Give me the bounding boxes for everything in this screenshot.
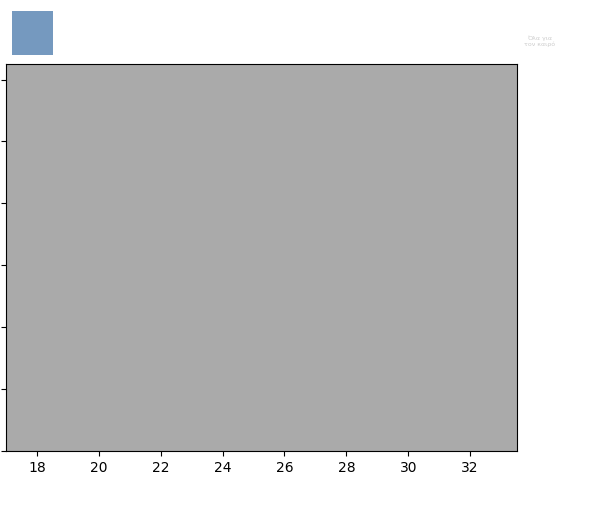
Text: Πρόγνωση αθροιστικού υετού για την Τρίτη 28/09/2021: Πρόγνωση αθροιστικού υετού για την Τρίτη… bbox=[73, 25, 443, 38]
Bar bbox=[12, 11, 53, 55]
Text: Όλα για
τον καιρό: Όλα για τον καιρό bbox=[524, 36, 555, 47]
Text: Meteo: Meteo bbox=[523, 20, 555, 29]
